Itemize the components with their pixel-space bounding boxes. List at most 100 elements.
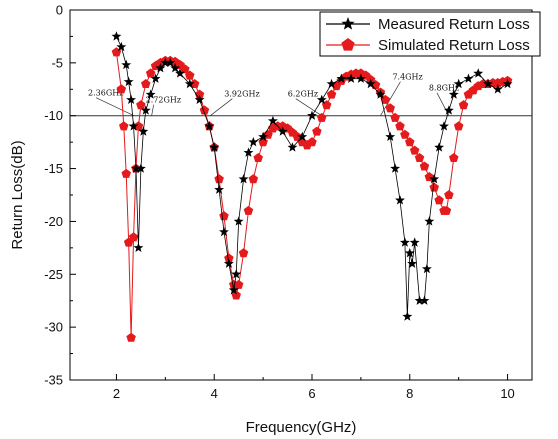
data-point xyxy=(189,79,200,89)
data-point xyxy=(307,110,317,120)
data-point xyxy=(136,100,146,110)
data-point xyxy=(233,216,244,226)
annotation-label: 3.92GHz xyxy=(224,90,259,99)
data-point xyxy=(404,247,415,258)
data-point xyxy=(165,57,176,68)
data-point xyxy=(399,237,410,247)
data-point xyxy=(121,59,132,70)
data-point xyxy=(138,126,149,136)
data-point xyxy=(155,62,166,73)
annotation-label: 8.8GHz xyxy=(429,84,459,93)
y-tick-label: -5 xyxy=(51,55,63,70)
data-point xyxy=(400,129,410,139)
data-point xyxy=(287,142,298,152)
data-point xyxy=(135,163,146,173)
data-point xyxy=(492,84,503,94)
data-point xyxy=(458,100,469,110)
data-point xyxy=(402,311,413,321)
data-point xyxy=(434,195,444,205)
data-point xyxy=(253,153,263,163)
series-group xyxy=(111,31,513,342)
data-point xyxy=(209,142,220,152)
y-tick-label: -30 xyxy=(44,320,63,335)
data-point xyxy=(126,332,136,342)
data-point xyxy=(336,73,347,83)
data-point xyxy=(448,89,459,99)
data-point xyxy=(326,89,337,99)
data-point xyxy=(453,78,464,89)
annotation-label: 6.2GHz xyxy=(288,90,318,99)
legend-label-simulated: Simulated Return Loss xyxy=(378,37,530,54)
data-point xyxy=(421,263,432,274)
data-point xyxy=(243,205,254,215)
x-axis-title: Frequency(GHz) xyxy=(246,419,357,436)
data-point xyxy=(145,89,156,99)
data-point xyxy=(170,62,181,73)
data-point xyxy=(346,73,357,83)
data-point xyxy=(375,89,386,99)
data-point xyxy=(385,103,395,113)
y-tick-label: 0 xyxy=(56,3,63,18)
data-point xyxy=(414,153,425,163)
data-point xyxy=(444,190,454,200)
data-point xyxy=(463,73,474,83)
data-point xyxy=(395,195,405,205)
annotation-label: 2.72GHz xyxy=(146,96,181,105)
data-point xyxy=(243,147,254,157)
data-point xyxy=(231,269,242,279)
data-point xyxy=(483,78,493,89)
data-point xyxy=(214,184,225,194)
data-point xyxy=(111,31,122,41)
data-point xyxy=(390,163,401,173)
data-point xyxy=(126,94,137,105)
data-point xyxy=(429,173,440,184)
data-point xyxy=(248,174,259,184)
series-line xyxy=(116,36,508,317)
data-point xyxy=(141,79,151,89)
data-point xyxy=(405,137,415,147)
data-point xyxy=(443,105,454,115)
data-point xyxy=(419,161,430,171)
data-point xyxy=(424,216,435,226)
data-point xyxy=(316,94,327,105)
y-tick-label: -35 xyxy=(44,373,63,388)
data-point xyxy=(128,121,139,131)
data-point xyxy=(219,211,229,221)
annotation-leader xyxy=(210,98,233,116)
data-point xyxy=(414,295,425,305)
data-point xyxy=(395,121,405,131)
x-tick-label: 10 xyxy=(500,386,514,401)
legend-marker-1 xyxy=(341,38,355,51)
x-tick-label: 4 xyxy=(211,386,218,401)
data-point xyxy=(224,253,234,263)
data-point xyxy=(214,174,224,184)
data-point xyxy=(150,73,161,83)
annotation-label: 2.36GHz xyxy=(88,89,123,98)
data-point xyxy=(116,41,127,52)
series-measured xyxy=(111,31,513,321)
data-point xyxy=(238,248,249,258)
data-point xyxy=(121,168,131,178)
annotation-leader xyxy=(295,98,322,117)
x-tick-label: 8 xyxy=(406,386,413,401)
data-point xyxy=(502,78,513,89)
data-point xyxy=(133,121,144,131)
data-point xyxy=(219,226,229,237)
data-point xyxy=(228,284,239,295)
legend-marker-0 xyxy=(341,17,355,30)
data-point xyxy=(194,94,205,105)
data-point xyxy=(145,68,156,78)
data-point xyxy=(180,64,190,74)
y-tick-label: -20 xyxy=(44,214,63,229)
data-point xyxy=(116,84,127,94)
annotation-label: 7.4GHz xyxy=(392,73,422,82)
data-point xyxy=(409,145,420,155)
axis-group: Frequency(GHz) Return Loss(dB) 2 4 6 8 10 0 -5… xyxy=(9,3,515,437)
data-point xyxy=(175,68,185,78)
data-point xyxy=(238,173,249,184)
data-point xyxy=(355,73,366,83)
data-point xyxy=(277,126,288,136)
data-point xyxy=(185,70,195,80)
data-point xyxy=(307,137,317,147)
